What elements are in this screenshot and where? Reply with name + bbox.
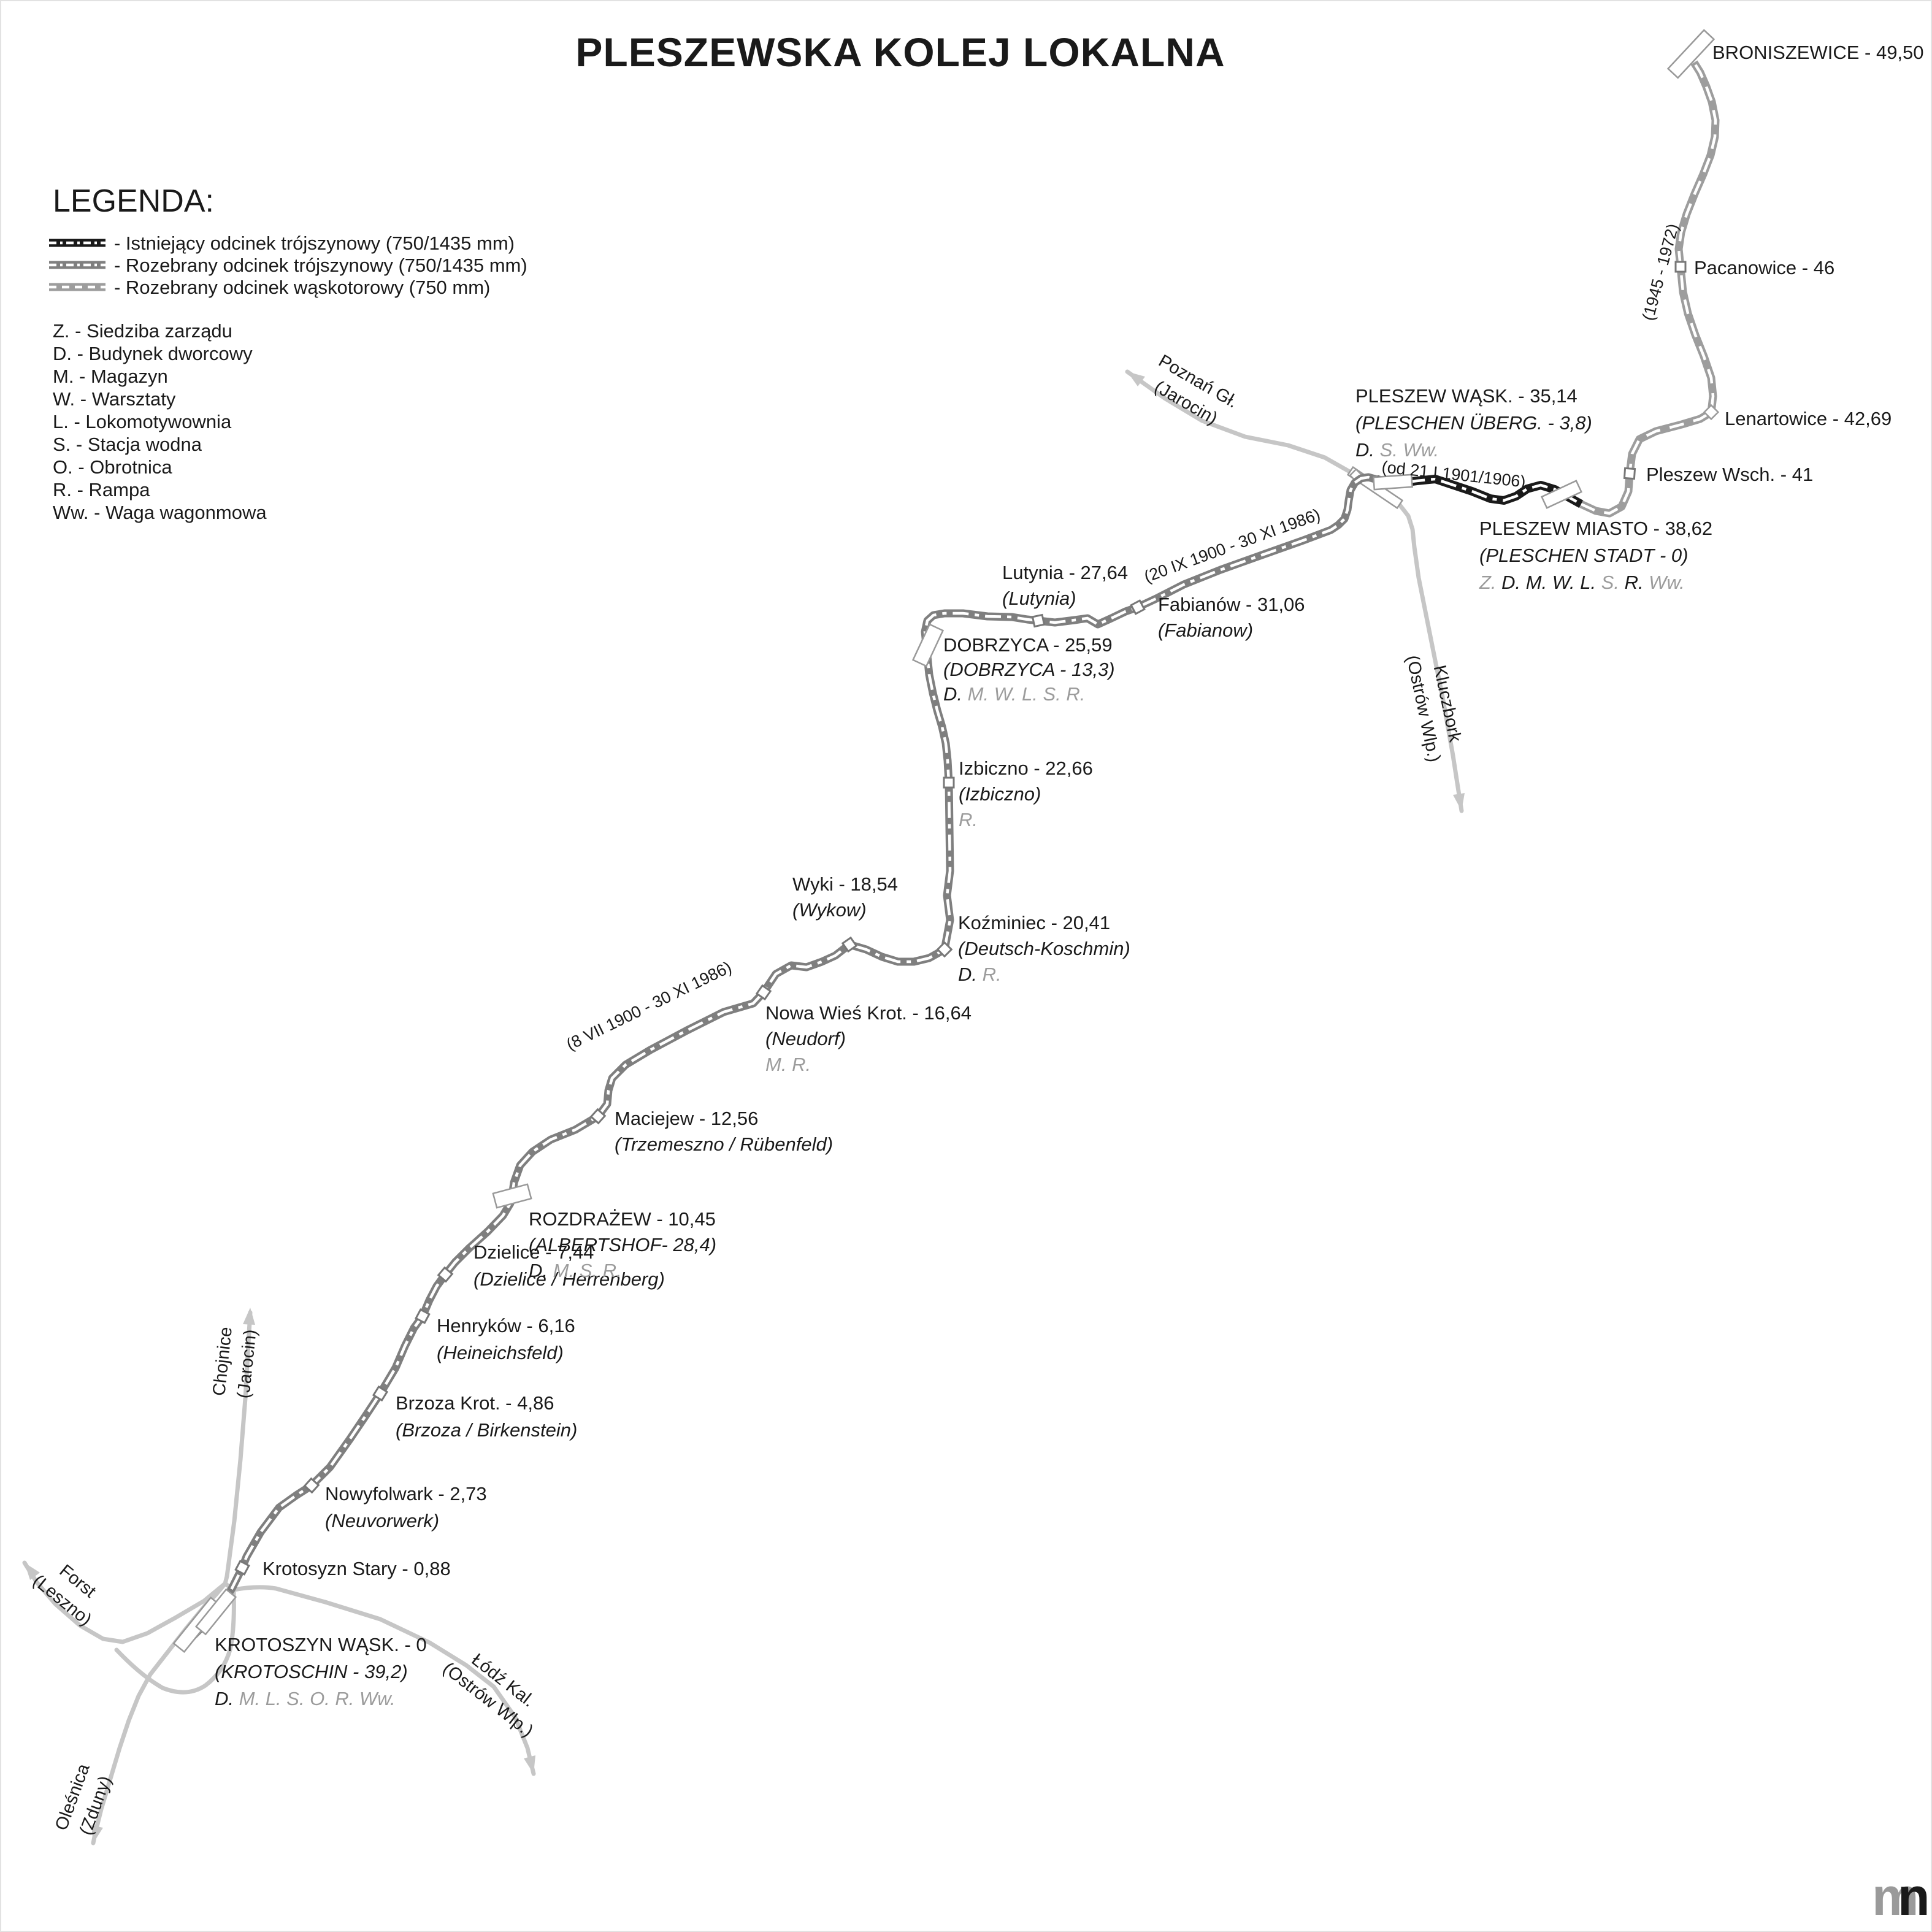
logo-letter-n: n [1898,1868,1930,1926]
legend-abbrev-r: R. - Rampa [53,479,150,500]
marker-maciejew [589,1108,607,1125]
station-rects [172,29,1715,1653]
label-dobrzyca-facilities: D. M. W. L. S. R. [943,683,1091,705]
marker-brzoza [372,1385,389,1402]
marker-pacanowice [1674,261,1687,273]
legend-abbrev-l: L. - Lokomotywownia [53,411,232,432]
arrow-forst [25,1563,40,1580]
label-nowyfolwark: Nowyfolwark - 2,73 [325,1483,487,1505]
legend: LEGENDA: - Istniejący odcinek trójszynow… [49,183,527,523]
legend-label-existing-triple: - Istniejący odcinek trójszynowy (750/14… [114,232,515,254]
label-brzoza: Brzoza Krot. - 4,86 [396,1392,554,1414]
label-krotoszyn-wask-facilities: D. M. L. S. O. R. Ww. [215,1688,401,1709]
marker-nowa-wies [755,984,772,1001]
arrow-kluczbork [1453,793,1465,811]
label-pleszew-miasto-german: (PLESCHEN STADT - 0) [1479,545,1688,566]
marker-dzielice [437,1266,454,1283]
label-dobrzyca: DOBRZYCA - 25,59 [943,634,1113,656]
label-izbiczno: Izbiczno - 22,66 [959,757,1093,779]
marker-henrykow [415,1308,431,1324]
label-lenartowice: Lenartowice - 42,69 [1725,408,1892,429]
marker-izbiczno [943,776,955,789]
arrow-chojnice [243,1308,255,1325]
label-lutynia-german: (Lutynia) [1002,588,1076,609]
marker-fabianow [1130,599,1146,615]
label-henrykow: Henryków - 6,16 [437,1315,575,1336]
label-kozminiec-facilities: D. R. [958,964,1006,985]
marker-lutynia [1031,613,1046,628]
label-pleszew-wask: PLESZEW WĄSK. - 35,14 [1355,385,1577,407]
page-title: PLESZEWSKA KOLEJ LOKALNA [575,29,1225,75]
legend-abbrev-d: D. - Budynek dworcowy [53,343,253,364]
label-pleszew-wask-german: (PLESCHEN ÜBERG. - 3,8) [1355,412,1592,434]
legend-abbrev-z: Z. - Siedziba zarządu [53,320,232,342]
arrow-poznan [1127,372,1145,386]
legend-abbrev-s: S. - Stacja wodna [53,434,202,455]
logo-letter-m: m [1872,1868,1919,1926]
label-henrykow-german: (Heineichsfeld) [437,1342,564,1363]
station-rect-dobrzyca [911,623,945,667]
label-krotosyzn-stary: Krotosyzn Stary - 0,88 [263,1558,451,1579]
label-dzielice-german: (Dzielice / Herrenberg) [473,1268,665,1290]
label-wyki: Wyki - 18,54 [792,873,898,895]
station-rect-krotoszyn-b [194,1588,237,1636]
station-markers [234,261,1720,1576]
label-dzielice: Dzielice - 7,44 [473,1241,594,1263]
marker-kozminiec [936,941,953,958]
legend-label-removed-triple: - Rozebrany odcinek trójszynowy (750/143… [114,255,527,276]
label-nowyfolwark-german: (Neuvorwerk) [325,1510,439,1531]
label-dobrzyca-german: (DOBRZYCA - 13,3) [943,659,1115,680]
station-rect-pleszew-miasto [1541,480,1582,509]
label-izbiczno-facilities: R. [959,809,983,830]
legend-label-removed-narrow: - Rozebrany odcinek wąskotorowy (750 mm) [114,277,490,298]
label-pleszew-miasto-facilities: Z. D. M. W. L. S. R. Ww. [1479,572,1690,593]
station-rect-broniszewice [1666,29,1715,79]
marker-lenartowice-diamond [1703,404,1720,421]
arrow-lodz [524,1755,535,1774]
marker-krotosyzn-stary [234,1560,250,1576]
legend-abbrev-o: O. - Obrotnica [53,456,172,478]
legend-heading: LEGENDA: [53,183,214,219]
label-pleszew-wsch: Pleszew Wsch. - 41 [1646,464,1813,485]
label-wyki-german: (Wykow) [792,899,867,921]
publisher-logo: m n [1872,1868,1930,1926]
label-rozdrazew-facilities: D. M. S. R. [529,1260,627,1281]
arrow-olesnica [91,1825,103,1843]
marker-pleszew-wsch [1623,467,1636,480]
label-lutynia: Lutynia - 27,64 [1002,562,1128,583]
pkp-line-forst [22,1560,228,1644]
label-broniszewice: BRONISZEWICE - 49,50 [1712,42,1924,63]
label-kozminiec-german: (Deutsch-Koschmin) [958,938,1130,959]
label-kozminiec: Koźminiec - 20,41 [958,912,1110,933]
legend-abbrev-m: M. - Magazyn [53,366,168,387]
label-rozdrazew-german: (ALBERTSHOF- 28,4) [529,1234,716,1255]
label-nowa-wies: Nowa Wieś Krot. - 16,64 [765,1002,972,1024]
pkp-line-poznan [1125,369,1359,478]
label-rozdrazew: ROZDRAŻEW - 10,45 [529,1208,716,1230]
marker-nowyfolwark [303,1477,320,1494]
label-pleszew-miasto: PLESZEW MIASTO - 38,62 [1479,518,1712,539]
label-maciejew-german: (Trzemeszno / Rübenfeld) [615,1133,833,1155]
label-fabianow: Fabianów - 31,06 [1158,594,1305,615]
legend-abbrev-w: W. - Warsztaty [53,388,176,410]
label-krotoszyn-wask: KROTOSZYN WĄSK. - 0 [215,1634,427,1655]
label-nowa-wies-german: (Neudorf) [765,1028,846,1049]
label-krotoszyn-wask-german: (KROTOSCHIN - 39,2) [215,1661,408,1682]
label-brzoza-german: (Brzoza / Birkenstein) [396,1419,577,1441]
legend-abbrev-ww: Ww. - Waga wagonmowa [53,502,267,523]
station-rect-rozdrazew [492,1183,532,1209]
station-rect-pleszew-wask [1373,473,1413,491]
station-labels: KROTOSZYN WĄSK. - 0 (KROTOSCHIN - 39,2) … [215,42,1924,1709]
label-maciejew: Maciejew - 12,56 [615,1108,758,1129]
label-pacanowice: Pacanowice - 46 [1694,257,1834,278]
label-pleszew-wask-facilities: D. S. Ww. [1355,439,1444,461]
label-fabianow-german: (Fabianow) [1158,619,1253,641]
marker-wyki [841,936,858,953]
label-nowa-wies-facilities: M. R. [765,1054,816,1075]
pkp-connector-loop [114,1589,236,1695]
pkp-line-lodz [223,1581,536,1776]
label-izbiczno-german: (Izbiczno) [959,783,1041,805]
